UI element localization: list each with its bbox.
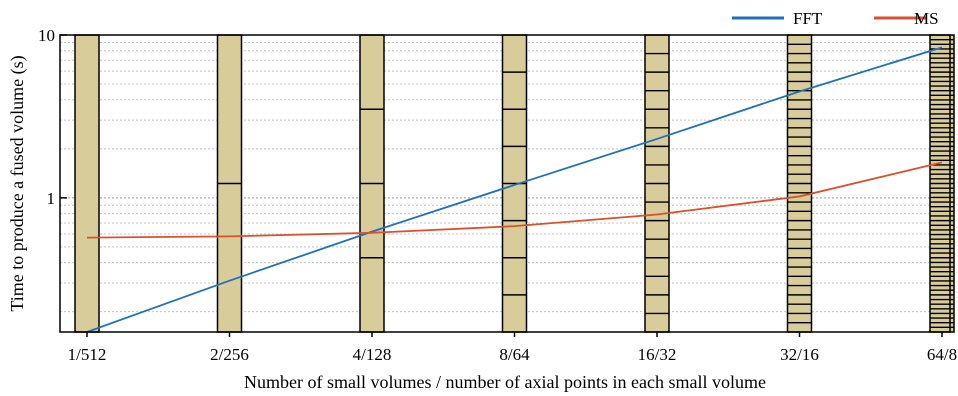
x-tick-label: 8/64 xyxy=(499,345,530,364)
series-line-fft xyxy=(86,46,943,333)
legend-label-fft: FFT xyxy=(793,9,823,28)
partition-bar xyxy=(74,34,100,333)
x-axis-label: Number of small volumes / number of axia… xyxy=(244,372,766,392)
x-tick-label: 32/16 xyxy=(780,345,819,364)
x-tick-label: 4/128 xyxy=(353,345,392,364)
x-tick-label: 1/512 xyxy=(68,345,107,364)
x-tick-label: 16/32 xyxy=(638,345,677,364)
y-tick-label: 10 xyxy=(38,26,55,45)
y-axis-label: Time to produce a fused volume (s) xyxy=(7,55,28,311)
x-tick-label: 2/256 xyxy=(210,345,249,364)
y-axis-ticks: 1 10 xyxy=(38,26,67,208)
partition-bars xyxy=(74,34,955,333)
x-tick-label: 64/8 xyxy=(927,345,957,364)
series-line-ms xyxy=(86,161,943,239)
y-tick-label: 1 xyxy=(47,189,56,208)
plot-frame xyxy=(59,34,951,333)
x-axis-ticks: 1/512 2/256 4/128 8/64 16/32 32/16 64/8 xyxy=(68,332,957,364)
series-lines xyxy=(86,46,943,333)
legend-label-ms: MS xyxy=(914,9,939,28)
legend: FFT MS xyxy=(732,9,939,28)
